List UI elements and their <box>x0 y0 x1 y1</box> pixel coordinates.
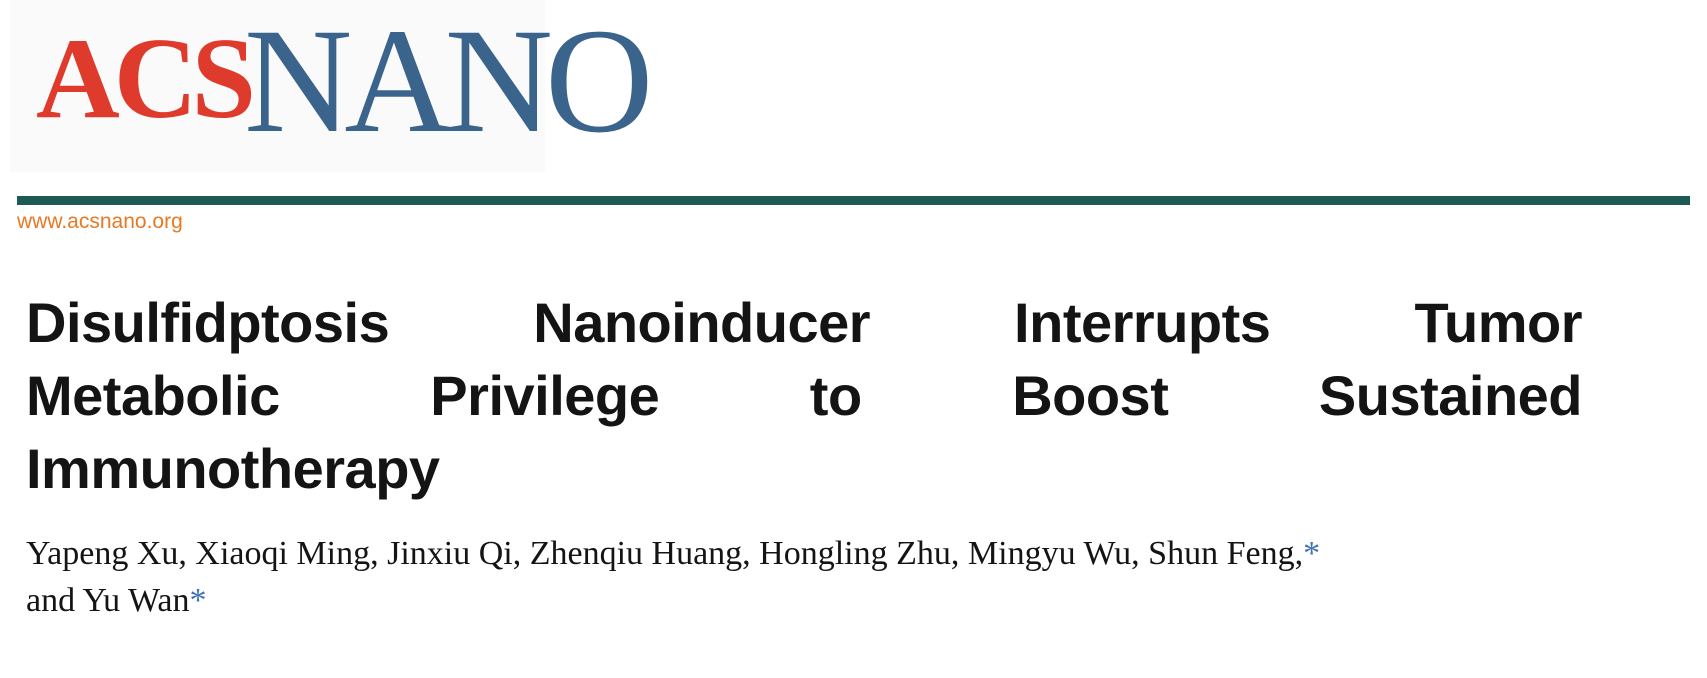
header-divider-rule <box>17 196 1690 205</box>
article-title-line-3: Immunotherapy <box>26 437 440 500</box>
article-title: Disulfidptosis Nanoinducer Interrupts Tu… <box>26 286 1583 505</box>
authors-line-1: Yapeng Xu, Xiaoqi Ming, Jinxiu Qi, Zhenq… <box>26 535 1304 572</box>
article-title-line-2: Metabolic Privilege to Boost Sustained <box>26 364 1583 427</box>
acs-nano-logo: ACSNANO <box>36 0 653 164</box>
journal-website-link[interactable]: www.acsnano.org <box>17 210 183 233</box>
corresponding-author-asterisk: * <box>1303 535 1321 572</box>
article-title-line-1: Disulfidptosis Nanoinducer Interrupts Tu… <box>26 291 1583 354</box>
logo-acs-text: ACS <box>36 15 256 143</box>
logo-background <box>10 0 545 172</box>
authors-line-2: and Yu Wan <box>26 582 190 619</box>
corresponding-author-asterisk: * <box>189 582 207 619</box>
logo-nano-text: NANO <box>244 0 653 164</box>
author-list: Yapeng Xu, Xiaoqi Ming, Jinxiu Qi, Zhenq… <box>26 530 1646 624</box>
